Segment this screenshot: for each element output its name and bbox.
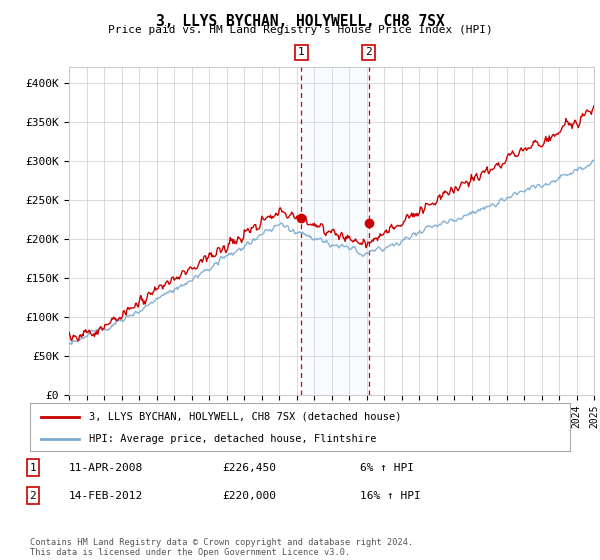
Text: Contains HM Land Registry data © Crown copyright and database right 2024.
This d: Contains HM Land Registry data © Crown c… xyxy=(30,538,413,557)
Text: £226,450: £226,450 xyxy=(222,463,276,473)
Text: Price paid vs. HM Land Registry's House Price Index (HPI): Price paid vs. HM Land Registry's House … xyxy=(107,25,493,35)
Text: 3, LLYS BYCHAN, HOLYWELL, CH8 7SX: 3, LLYS BYCHAN, HOLYWELL, CH8 7SX xyxy=(155,14,445,29)
Text: 6% ↑ HPI: 6% ↑ HPI xyxy=(360,463,414,473)
Text: 11-APR-2008: 11-APR-2008 xyxy=(69,463,143,473)
Text: 1: 1 xyxy=(29,463,37,473)
Text: 1: 1 xyxy=(298,48,305,57)
Text: 14-FEB-2012: 14-FEB-2012 xyxy=(69,491,143,501)
Text: 2: 2 xyxy=(365,48,372,57)
Bar xyxy=(301,67,368,395)
Text: £220,000: £220,000 xyxy=(222,491,276,501)
Text: 16% ↑ HPI: 16% ↑ HPI xyxy=(360,491,421,501)
Text: HPI: Average price, detached house, Flintshire: HPI: Average price, detached house, Flin… xyxy=(89,434,377,444)
Text: 3, LLYS BYCHAN, HOLYWELL, CH8 7SX (detached house): 3, LLYS BYCHAN, HOLYWELL, CH8 7SX (detac… xyxy=(89,412,402,422)
Text: 2: 2 xyxy=(29,491,37,501)
